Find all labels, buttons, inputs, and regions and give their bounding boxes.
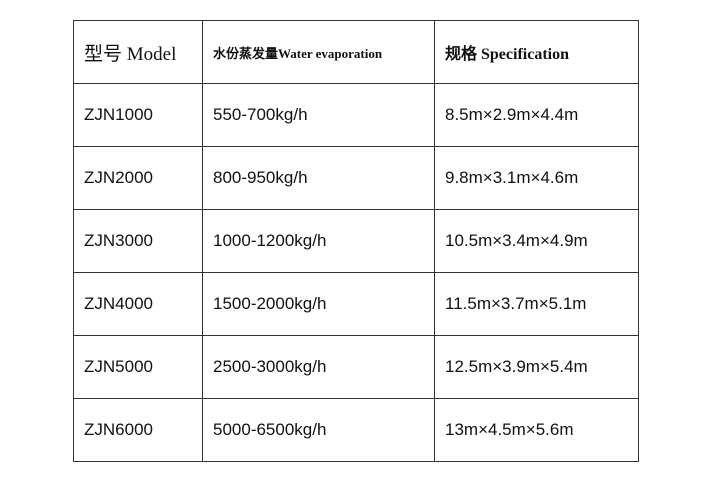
spec-table: 型号 Model 水份蒸发量Water evaporation 规格 Specifi… (73, 20, 639, 462)
cell: ZJN6000 (73, 398, 203, 462)
cell: 2500-3000kg/h (202, 335, 435, 399)
cell: 10.5m×3.4m×4.9m (434, 209, 639, 273)
cell: ZJN2000 (73, 146, 203, 210)
cell: 5000-6500kg/h (202, 398, 435, 462)
cell: 水份蒸发量Water evaporation (202, 20, 435, 84)
cell: 550-700kg/h (202, 83, 435, 147)
cell: 8.5m×2.9m×4.4m (434, 83, 639, 147)
cell: 800-950kg/h (202, 146, 435, 210)
cell: 规格 Specification (434, 20, 639, 84)
cell: 12.5m×3.9m×5.4m (434, 335, 639, 399)
cell: 9.8m×3.1m×4.6m (434, 146, 639, 210)
cell: 11.5m×3.7m×5.1m (434, 272, 639, 336)
table-row: ZJN4000 1500-2000kg/h 11.5m×3.7m×5.1m (73, 272, 639, 336)
cell: 1500-2000kg/h (202, 272, 435, 336)
cell: ZJN3000 (73, 209, 203, 273)
cell: ZJN4000 (73, 272, 203, 336)
table-row: ZJN6000 5000-6500kg/h 13m×4.5m×5.6m (73, 398, 639, 462)
table-row: ZJN5000 2500-3000kg/h 12.5m×3.9m×5.4m (73, 335, 639, 399)
table-row: ZJN3000 1000-1200kg/h 10.5m×3.4m×4.9m (73, 209, 639, 273)
cell: 1000-1200kg/h (202, 209, 435, 273)
header-row: 型号 Model 水份蒸发量Water evaporation 规格 Specifi… (73, 20, 639, 84)
table-row: ZJN1000 550-700kg/h 8.5m×2.9m×4.4m (73, 83, 639, 147)
cell: ZJN1000 (73, 83, 203, 147)
cell: 13m×4.5m×5.6m (434, 398, 639, 462)
table-row: ZJN2000 800-950kg/h 9.8m×3.1m×4.6m (73, 146, 639, 210)
cell: 型号 Model (73, 20, 203, 84)
cell: ZJN5000 (73, 335, 203, 399)
